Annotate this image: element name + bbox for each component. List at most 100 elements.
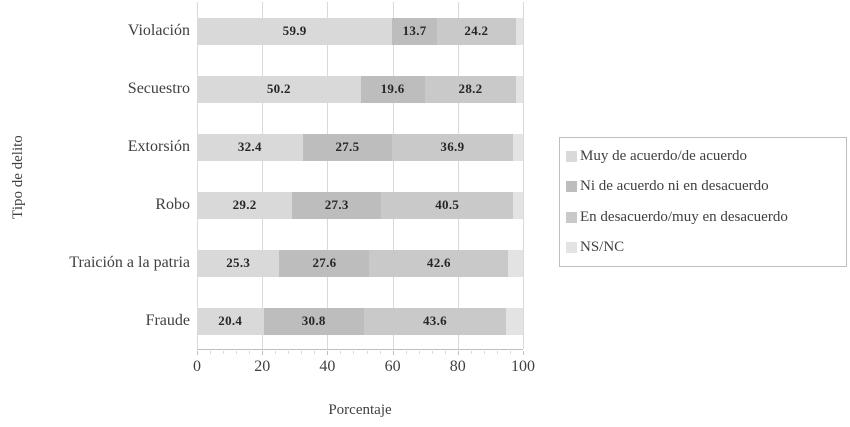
bar-segment: 25.3: [197, 249, 280, 277]
minor-tick: [275, 351, 277, 354]
gridline-40: [327, 2, 329, 349]
bar-segment: 42.6: [369, 249, 509, 277]
tick-label: 0: [193, 358, 201, 375]
category-label: Robo: [155, 196, 190, 213]
bar-segment: 50.2: [197, 75, 361, 103]
gridline-60: [392, 2, 394, 349]
bar-segment: 19.6: [360, 75, 425, 103]
bar-segment: [508, 249, 523, 277]
minor-tick: [236, 351, 238, 354]
legend-swatch: [566, 181, 577, 193]
tick-label: 40: [319, 358, 336, 375]
legend-box: Muy de acuerdo/de acuerdo Ni de acuerdo n…: [559, 137, 847, 267]
minor-tick: [405, 351, 407, 354]
category-label: Secuestro: [127, 80, 190, 97]
major-tick: [327, 351, 329, 355]
x-axis-title: Porcentaje: [328, 402, 392, 418]
tick-label: 80: [449, 358, 466, 375]
legend-swatch: [566, 211, 577, 223]
legend-label: En desacuerdo/muy en desacuerdo: [580, 208, 788, 225]
data-label: 32.4: [237, 139, 262, 154]
data-label: 59.9: [282, 23, 307, 38]
minor-tick: [509, 351, 511, 354]
data-label: 36.9: [440, 139, 465, 154]
data-label: 13.7: [402, 23, 427, 38]
legend-label: NS/NC: [580, 238, 625, 255]
bar-segment: 40.5: [381, 191, 514, 219]
tick-label: 60: [384, 358, 401, 375]
data-label: 24.2: [464, 23, 489, 38]
gridline-0: [197, 2, 198, 349]
minor-tick: [353, 351, 355, 354]
minor-tick: [249, 351, 251, 354]
bar-segment: 36.9: [392, 133, 513, 161]
bar-segment: 43.6: [363, 307, 507, 335]
bar-segment: 20.4: [197, 307, 264, 335]
minor-tick: [340, 351, 342, 354]
bar-segment: 29.2: [197, 191, 293, 219]
data-label: 27.3: [324, 197, 349, 212]
bar-segment: 13.7: [392, 17, 437, 45]
legend-item: En desacuerdo/muy en desacuerdo: [566, 209, 840, 226]
data-label: 42.6: [426, 255, 451, 270]
minor-tick: [210, 351, 212, 354]
legend-item: Ni de acuerdo ni en desacuerdo: [566, 178, 840, 195]
data-label: 25.3: [226, 255, 251, 270]
gridline-100: [523, 2, 524, 349]
data-label: 50.2: [266, 81, 291, 96]
bar-segment: 30.8: [263, 307, 364, 335]
bar-segment: 24.2: [436, 17, 516, 45]
bar-segment: 59.9: [197, 17, 393, 45]
bar-row: 20.4 30.8 43.6: [197, 307, 523, 335]
legend-label: Ni de acuerdo ni en desacuerdo: [580, 178, 769, 195]
gridline-80: [457, 2, 459, 349]
minor-tick: [314, 351, 316, 354]
bar-segment: [515, 17, 523, 45]
bar-row: 29.2 27.3 40.5: [197, 191, 523, 219]
bar-segment: [513, 191, 523, 219]
bar-segment: 27.3: [292, 191, 382, 219]
data-label: 30.8: [301, 313, 326, 328]
bar-segment: [512, 133, 523, 161]
category-label: Extorsión: [127, 138, 190, 155]
data-label: 40.5: [435, 197, 460, 212]
bar-segment: 27.5: [302, 133, 393, 161]
minor-tick: [418, 351, 420, 354]
gridline-20: [262, 2, 264, 349]
category-label: Fraude: [145, 312, 190, 329]
bar-segment: 27.6: [279, 249, 370, 277]
plot-area: 59.9 13.7 24.2 50.2 19.6 28.2 32.4 27.5 36.9 29.2…: [197, 2, 524, 350]
major-tick: [523, 351, 524, 355]
minor-tick: [444, 351, 446, 354]
data-label: 29.2: [232, 197, 257, 212]
minor-tick: [470, 351, 472, 354]
minor-tick: [496, 351, 498, 354]
data-label: 27.5: [335, 139, 360, 154]
category-label: Violación: [127, 22, 190, 39]
data-label: 19.6: [380, 81, 405, 96]
minor-tick: [431, 351, 433, 354]
bar-segment: 28.2: [424, 75, 517, 103]
data-label: 43.6: [422, 313, 447, 328]
minor-tick: [379, 351, 381, 354]
minor-tick: [288, 351, 290, 354]
major-tick: [392, 351, 394, 355]
minor-tick: [366, 351, 368, 354]
bar-segment: 32.4: [197, 133, 303, 161]
legend-item: NS/NC: [566, 239, 840, 256]
bar-segment: [506, 307, 523, 335]
data-label: 28.2: [458, 81, 483, 96]
data-label: 27.6: [312, 255, 337, 270]
legend-label: Muy de acuerdo/de acuerdo: [580, 148, 748, 164]
legend-swatch: [566, 241, 577, 253]
minor-tick: [483, 351, 485, 354]
major-tick: [457, 351, 459, 355]
tick-label: 100: [511, 358, 535, 375]
bar-row: 50.2 19.6 28.2: [197, 75, 523, 103]
bar-row: 59.9 13.7 24.2: [197, 17, 523, 45]
category-label: Traición a la patria: [69, 254, 190, 271]
legend-item: Muy de acuerdo/de acuerdo: [566, 148, 840, 165]
bar-row: 32.4 27.5 36.9: [197, 133, 523, 161]
major-tick: [197, 351, 198, 355]
data-label: 20.4: [218, 313, 243, 328]
